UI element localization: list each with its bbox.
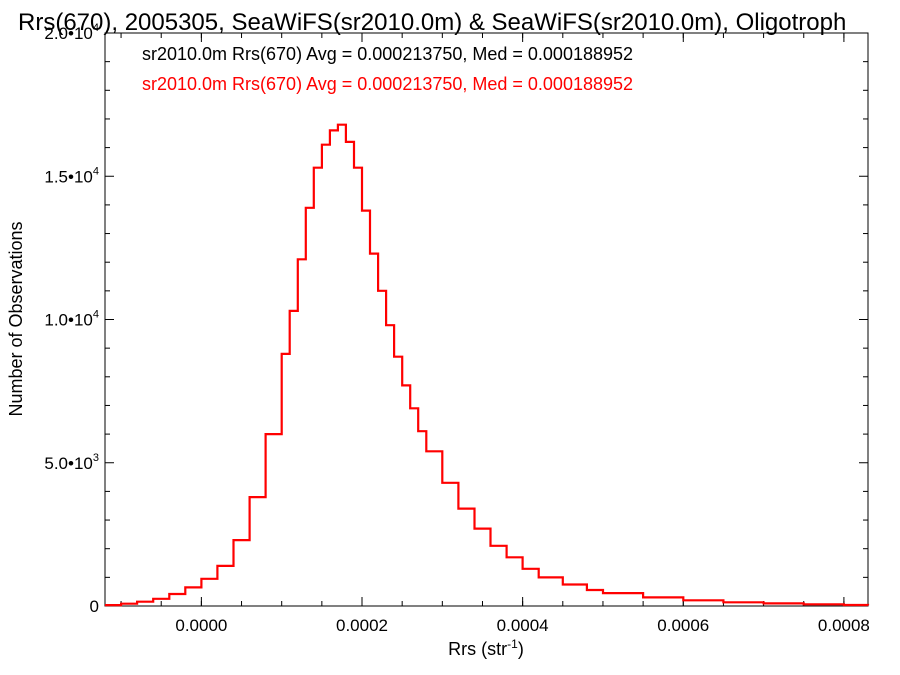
chart-title: Rrs(670), 2005305, SeaWiFS(sr2010.0m) & … [18, 9, 846, 36]
x-axis-label-close: ) [518, 639, 524, 659]
x-axis-label: Rrs (str-1) [448, 637, 524, 659]
x-tick-label-0: 0.0000 [175, 616, 227, 635]
y-tick-label-3: 1.5•104 [44, 165, 99, 186]
x-axis-label-base: Rrs (str [448, 639, 507, 659]
y-tick-label-2: 1.0•104 [44, 309, 99, 330]
x-tick-label-1: 0.0002 [336, 616, 388, 635]
histogram-series-line [105, 123, 870, 607]
y-axis-label: Number of Observations [6, 221, 26, 416]
plot-frame [104, 32, 869, 607]
annotations: sr2010.0m Rrs(670) Avg = 0.000213750, Me… [142, 44, 633, 94]
y-tick-label-1: 5.0•103 [44, 452, 99, 473]
x-axis-label-sup: -1 [507, 637, 518, 651]
x-tick-label-3: 0.0006 [657, 616, 709, 635]
annotation-0: sr2010.0m Rrs(670) Avg = 0.000213750, Me… [142, 44, 633, 64]
y-tick-label-0: 0 [90, 597, 99, 616]
annotation-1: sr2010.0m Rrs(670) Avg = 0.000213750, Me… [142, 74, 633, 94]
x-tick-label-4: 0.0008 [818, 616, 870, 635]
axis-ticks: 0.0000 0.0002 0.0004 0.0006 0.0008 0 5.0•103 1.… [44, 22, 870, 635]
x-tick-label-2: 0.0004 [497, 616, 549, 635]
y-tick-label-4: 2.0•104 [44, 22, 99, 43]
